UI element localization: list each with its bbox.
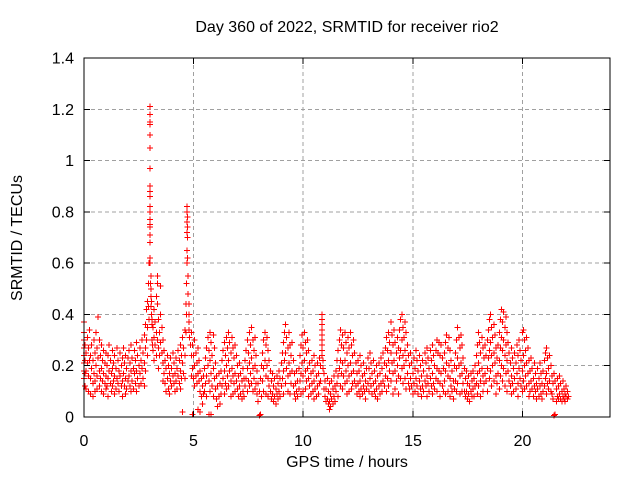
y-tick-label: 0.4 — [52, 307, 74, 324]
y-tick-label: 0.2 — [52, 358, 74, 375]
y-tick-label: 0.8 — [52, 205, 74, 222]
x-tick-label: 0 — [80, 433, 89, 450]
x-tick-label: 10 — [294, 433, 312, 450]
tick-labels: 0 5 10 15 20 0 0.2 0.4 0.6 0.8 1 1.2 1.4 — [52, 51, 532, 451]
x-axis-label: GPS time / hours — [286, 454, 408, 471]
chart-title: Day 360 of 2022, SRMTID for receiver rio… — [195, 19, 499, 36]
y-tick-label: 1.2 — [52, 102, 74, 119]
y-tick-label: 0 — [65, 410, 74, 427]
y-tick-label: 1.4 — [52, 51, 74, 68]
x-tick-label: 15 — [404, 433, 422, 450]
x-tick-label: 5 — [189, 433, 198, 450]
x-tick-label: 20 — [514, 433, 532, 450]
data-points — [81, 103, 572, 419]
y-tick-label: 1 — [65, 153, 74, 170]
plot-border — [83, 57, 611, 418]
axis-ticks — [83, 57, 610, 418]
y-tick-label: 0.6 — [52, 256, 74, 273]
